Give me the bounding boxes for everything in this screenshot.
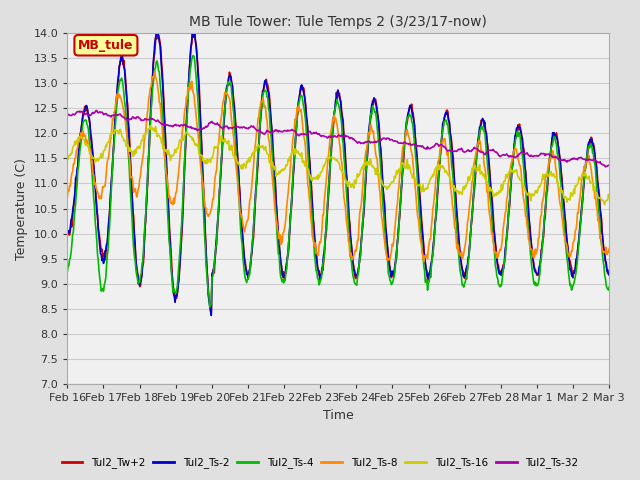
Tul2_Ts-16: [185, 132, 193, 138]
Tul2_Tw+2: [129, 208, 137, 214]
Tul2_Ts-32: [63, 111, 71, 117]
X-axis label: Time: Time: [323, 409, 354, 422]
Tul2_Tw+2: [152, 29, 160, 35]
Line: Tul2_Tw+2: Tul2_Tw+2: [67, 32, 609, 313]
Tul2_Ts-4: [184, 99, 192, 105]
Tul2_Ts-32: [605, 163, 613, 168]
Tul2_Ts-16: [605, 194, 613, 200]
Tul2_Tw+2: [406, 105, 413, 111]
Tul2_Ts-16: [129, 153, 137, 159]
Legend: Tul2_Tw+2, Tul2_Ts-2, Tul2_Ts-4, Tul2_Ts-8, Tul2_Ts-16, Tul2_Ts-32: Tul2_Tw+2, Tul2_Ts-2, Tul2_Ts-4, Tul2_Ts…: [58, 453, 582, 472]
Tul2_Ts-32: [214, 120, 221, 126]
Tul2_Ts-16: [147, 123, 154, 129]
Tul2_Ts-16: [420, 188, 428, 193]
Tul2_Ts-4: [74, 181, 81, 187]
Tul2_Ts-2: [605, 272, 613, 278]
Tul2_Ts-8: [63, 194, 71, 200]
Tul2_Ts-4: [406, 111, 413, 117]
Line: Tul2_Ts-16: Tul2_Ts-16: [67, 126, 609, 204]
Line: Tul2_Ts-8: Tul2_Ts-8: [67, 71, 609, 262]
Tul2_Ts-16: [63, 155, 71, 161]
Tul2_Tw+2: [422, 261, 429, 267]
Tul2_Ts-2: [129, 211, 137, 217]
Tul2_Ts-16: [214, 144, 221, 150]
Title: MB Tule Tower: Tule Temps 2 (3/23/17-now): MB Tule Tower: Tule Temps 2 (3/23/17-now…: [189, 15, 487, 29]
Tul2_Ts-2: [189, 29, 196, 35]
Tul2_Ts-4: [206, 304, 214, 310]
Tul2_Ts-8: [151, 68, 159, 74]
Tul2_Ts-4: [422, 279, 429, 285]
Tul2_Tw+2: [185, 81, 193, 86]
Tul2_Ts-8: [422, 254, 429, 260]
Tul2_Ts-4: [214, 213, 222, 219]
Tul2_Ts-2: [184, 90, 192, 96]
Tul2_Ts-16: [405, 162, 413, 168]
Line: Tul2_Ts-2: Tul2_Ts-2: [67, 32, 609, 315]
Tul2_Tw+2: [214, 216, 222, 222]
Tul2_Ts-4: [129, 234, 137, 240]
Text: MB_tule: MB_tule: [78, 39, 134, 52]
Tul2_Tw+2: [63, 233, 71, 239]
Tul2_Ts-8: [185, 87, 193, 93]
Tul2_Ts-4: [605, 284, 613, 290]
Tul2_Ts-32: [405, 142, 413, 147]
Y-axis label: Temperature (C): Temperature (C): [15, 157, 28, 260]
Tul2_Ts-4: [63, 268, 71, 274]
Tul2_Ts-2: [214, 213, 222, 218]
Tul2_Ts-2: [74, 166, 81, 172]
Tul2_Ts-16: [74, 139, 81, 145]
Tul2_Ts-2: [207, 312, 215, 318]
Tul2_Ts-32: [185, 124, 193, 130]
Tul2_Ts-8: [405, 133, 413, 139]
Tul2_Tw+2: [605, 271, 613, 276]
Tul2_Ts-32: [130, 115, 138, 120]
Tul2_Ts-8: [129, 180, 137, 185]
Tul2_Ts-32: [420, 145, 428, 151]
Line: Tul2_Ts-32: Tul2_Ts-32: [67, 110, 609, 167]
Tul2_Ts-4: [189, 53, 197, 59]
Tul2_Ts-2: [406, 105, 413, 110]
Tul2_Ts-8: [420, 259, 428, 264]
Tul2_Ts-2: [422, 259, 429, 265]
Tul2_Ts-32: [602, 164, 609, 170]
Tul2_Ts-32: [74, 109, 81, 115]
Line: Tul2_Ts-4: Tul2_Ts-4: [67, 56, 609, 307]
Tul2_Ts-8: [214, 156, 221, 162]
Tul2_Ts-2: [63, 229, 71, 235]
Tul2_Ts-8: [74, 146, 81, 152]
Tul2_Ts-16: [601, 202, 609, 207]
Tul2_Tw+2: [207, 311, 215, 316]
Tul2_Tw+2: [74, 171, 81, 177]
Tul2_Ts-32: [93, 108, 100, 113]
Tul2_Ts-8: [605, 246, 613, 252]
